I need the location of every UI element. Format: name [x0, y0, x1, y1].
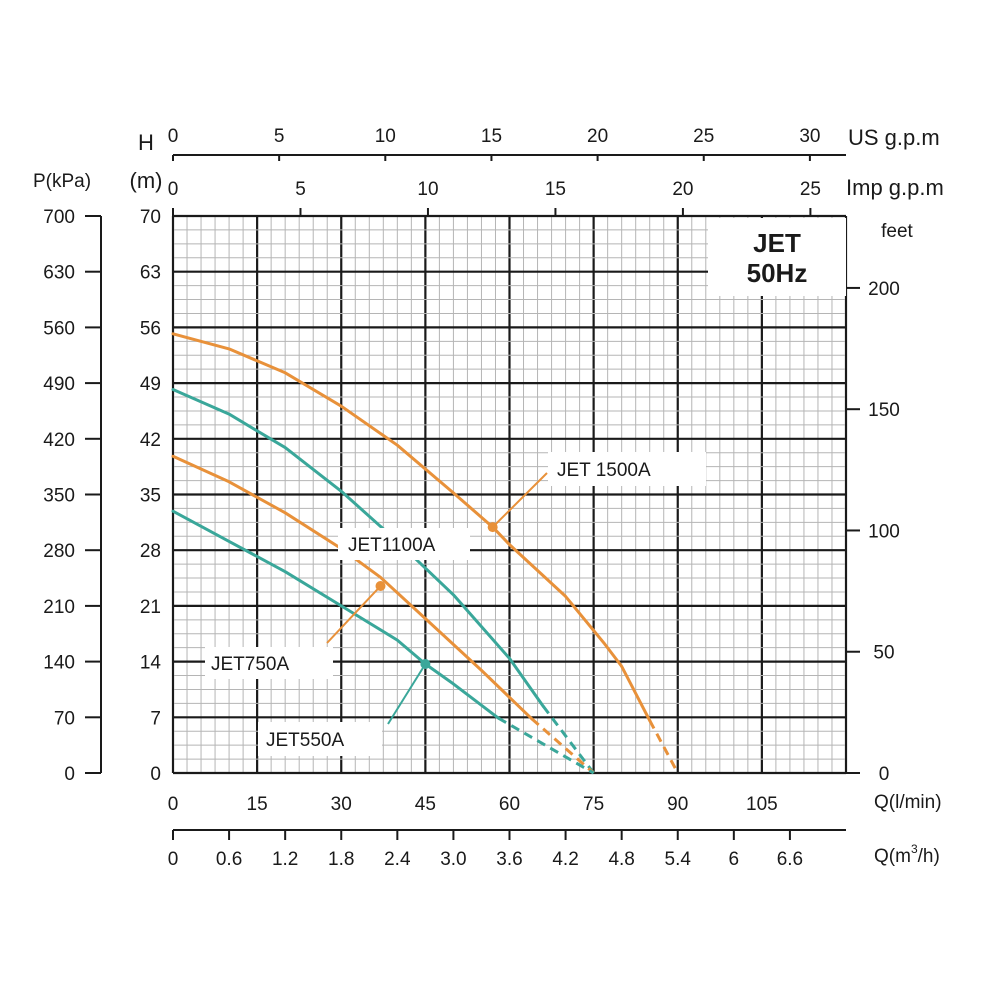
curve-jet1500a [171, 332, 652, 722]
h-tick-label: 21 [140, 597, 161, 618]
leader-jet550a [387, 663, 427, 725]
q-m3h-axis-label: Q(m3/h) [874, 842, 940, 867]
title-box [708, 218, 846, 296]
q-m3h-label-suffix: /h) [918, 846, 940, 867]
p-tick-label: 70 [54, 708, 75, 729]
q-m3h-tick-label: 1.2 [272, 849, 298, 870]
q-lmin-tick-label: 30 [331, 794, 352, 815]
p-tick-label: 140 [43, 653, 75, 674]
feet-tick-label: 100 [868, 521, 900, 542]
p-tick-label: 560 [43, 318, 75, 339]
leader-jet750a [326, 585, 382, 644]
q-m3h-tick-label: 2.4 [384, 849, 411, 870]
h-tick-label: 0 [150, 764, 161, 785]
feet-tick-label: 200 [868, 279, 900, 300]
curve-labels: JET 50Hz JET 1500A JET1100A JET750A JET5… [205, 218, 846, 756]
curve-jet1100a [171, 388, 545, 708]
h-tick-label: 63 [140, 263, 161, 284]
q-m3h-tick-label: 1.8 [328, 849, 354, 870]
p-tick-label: 490 [43, 374, 75, 395]
q-m3h-tick-label: 4.8 [608, 849, 634, 870]
grid [85, 154, 860, 840]
us-gpm-tick-label: 20 [587, 126, 608, 147]
q-m3h-tick-label: 0 [168, 849, 179, 870]
us-gpm-tick-label: 5 [274, 126, 285, 147]
q-m3h-tick-label: 6 [729, 849, 740, 870]
imp-gpm-tick-label: 0 [168, 179, 179, 200]
h-tick-label: 35 [140, 486, 161, 507]
performance-curves [171, 332, 680, 775]
feet-axis-label: feet [881, 221, 913, 242]
imp-gpm-tick-label: 20 [672, 179, 693, 200]
q-m3h-tick-label: 0.6 [216, 849, 242, 870]
h-tick-label: 28 [140, 541, 161, 562]
axes: H (m) P(kPa) feet US g.p.m Imp g.p.m Q(l… [33, 125, 944, 867]
q-lmin-tick-label: 90 [667, 794, 688, 815]
q-m3h-tick-label: 4.2 [552, 849, 578, 870]
label-bg-jet750a [205, 647, 333, 679]
us-gpm-tick-label: 25 [693, 126, 714, 147]
label-jet750a: JET750A [211, 654, 289, 675]
q-m3h-tick-label: 6.6 [777, 849, 803, 870]
curve-jet750a [171, 454, 534, 721]
curve-dashed-jet550a [497, 716, 595, 775]
curve-jet550a [171, 509, 500, 720]
us-gpm-tick-label: 0 [168, 126, 179, 147]
label-bg-jet1500a [548, 452, 706, 486]
us-gpm-tick-label: 30 [799, 126, 820, 147]
h-tick-label: 42 [140, 430, 161, 451]
feet-tick-label: 0 [879, 764, 890, 785]
q-lmin-tick-label: 0 [168, 794, 179, 815]
p-tick-label: 210 [43, 597, 75, 618]
h-tick-label: 56 [140, 318, 161, 339]
label-jet1100a: JET1100A [348, 535, 436, 556]
imp-gpm-axis-label: Imp g.p.m [846, 175, 944, 200]
curve-dashed-jet750a [530, 717, 595, 775]
curve-dashed-jet1500a [648, 719, 680, 774]
label-jet550a: JET550A [266, 730, 344, 751]
h-tick-label: 14 [140, 653, 162, 674]
imp-gpm-tick-label: 15 [545, 179, 566, 200]
q-m3h-label-main: Q(m [874, 846, 911, 867]
h-tick-label: 70 [140, 207, 161, 228]
h-tick-label: 49 [140, 374, 161, 395]
h-unit-label: (m) [130, 168, 163, 193]
q-m3h-label-sup: 3 [911, 842, 918, 856]
imp-gpm-tick-label: 10 [417, 179, 438, 200]
q-lmin-tick-label: 105 [746, 794, 778, 815]
label-jet1500a: JET 1500A [557, 460, 651, 481]
h-axis-label: H [138, 130, 154, 155]
us-gpm-tick-label: 15 [481, 126, 502, 147]
p-tick-label: 350 [43, 486, 75, 507]
leader-jet1500a [491, 472, 548, 528]
p-tick-label: 420 [43, 430, 75, 451]
q-lmin-tick-label: 45 [415, 794, 436, 815]
p-tick-label: 0 [64, 764, 75, 785]
p-tick-label: 280 [43, 541, 75, 562]
tick-labels: 0714212835424956637007014021028035042049… [43, 126, 900, 870]
imp-gpm-tick-label: 25 [800, 179, 821, 200]
q-m3h-tick-label: 5.4 [665, 849, 692, 870]
feet-tick-label: 50 [873, 643, 894, 664]
title-line-1: JET [753, 228, 801, 258]
q-lmin-tick-label: 60 [499, 794, 520, 815]
q-lmin-tick-label: 75 [583, 794, 604, 815]
title-line-2: 50Hz [747, 258, 808, 288]
p-tick-label: 700 [43, 207, 75, 228]
q-lmin-tick-label: 15 [247, 794, 268, 815]
us-gpm-tick-label: 10 [375, 126, 396, 147]
us-gpm-axis-label: US g.p.m [848, 125, 940, 150]
imp-gpm-tick-label: 5 [295, 179, 306, 200]
label-bg-jet1100a [338, 528, 470, 560]
p-axis-label: P(kPa) [33, 171, 91, 192]
feet-tick-label: 150 [868, 400, 900, 421]
q-m3h-tick-label: 3.0 [440, 849, 466, 870]
q-lmin-axis-label: Q(l/min) [874, 792, 942, 813]
q-m3h-tick-label: 3.6 [496, 849, 522, 870]
label-bg-jet550a [258, 722, 382, 756]
p-tick-label: 630 [43, 263, 75, 284]
h-tick-label: 7 [150, 708, 161, 729]
